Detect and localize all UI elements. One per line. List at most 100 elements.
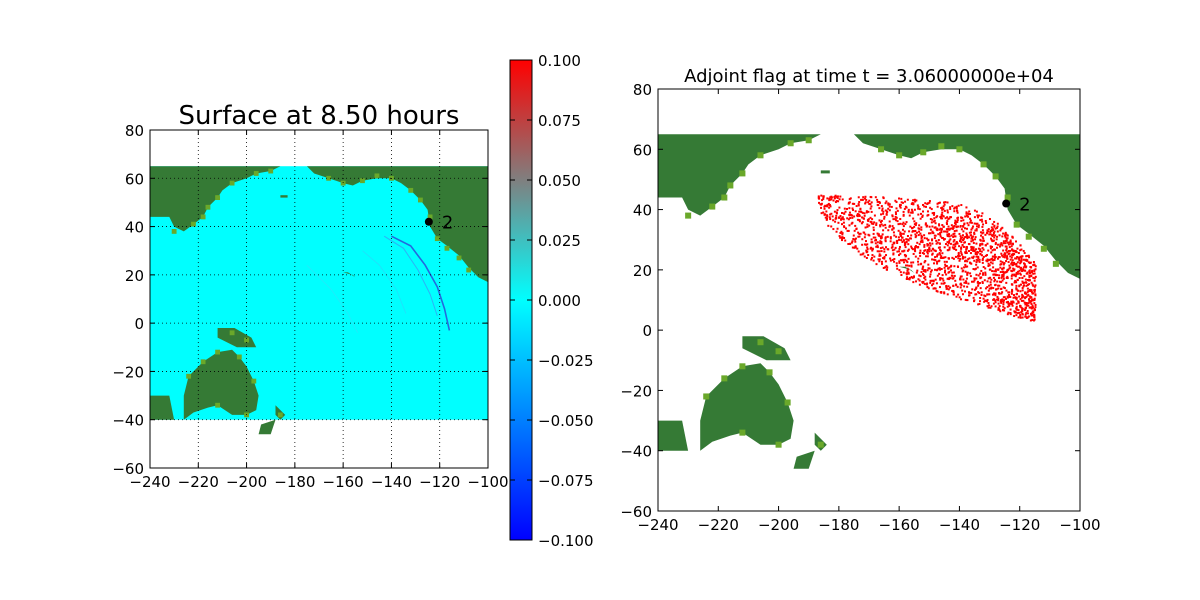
flag-cell <box>978 292 981 295</box>
flag-cell <box>963 285 966 288</box>
flag-cell <box>912 199 915 202</box>
flag-cell <box>986 232 989 235</box>
flag-cell <box>1008 241 1011 244</box>
flag-cell <box>969 272 972 275</box>
flag-cell <box>972 241 975 244</box>
flag-cell <box>973 299 976 302</box>
flag-cell <box>927 267 930 270</box>
flag-cell <box>947 277 950 280</box>
flag-cell <box>1026 279 1029 282</box>
flag-cell <box>897 223 900 226</box>
land-region <box>742 336 791 361</box>
flag-cell <box>836 227 839 230</box>
flag-cell <box>879 242 882 245</box>
flag-cell <box>947 217 950 220</box>
flag-cell <box>973 231 976 234</box>
flag-cell <box>843 236 846 239</box>
flag-cell <box>934 249 937 252</box>
flag-cell <box>925 237 928 240</box>
flag-cell <box>928 247 931 250</box>
flag-cell <box>974 229 977 232</box>
flag-cell <box>891 243 894 246</box>
flag-cell <box>861 216 864 219</box>
flag-cell <box>947 225 950 228</box>
flag-cell <box>973 222 976 225</box>
flag-cell <box>867 219 870 222</box>
flag-cell <box>1029 295 1032 298</box>
gauge-marker: 2 <box>424 213 453 234</box>
flag-cell <box>889 236 892 239</box>
flag-cell <box>963 241 966 244</box>
flag-cell <box>1000 276 1003 279</box>
flag-cell <box>928 250 931 253</box>
flag-cell <box>882 210 885 213</box>
coastline-cell <box>1013 221 1020 228</box>
flag-cell <box>983 294 986 297</box>
flag-cell <box>978 260 981 263</box>
flag-cell <box>839 214 842 217</box>
flag-cell <box>1009 296 1012 299</box>
flag-cell <box>871 248 874 251</box>
flag-cell <box>846 217 849 220</box>
flag-cell <box>858 219 861 222</box>
flag-cell <box>927 263 930 266</box>
flag-cell <box>938 242 941 245</box>
flag-cell <box>928 242 931 245</box>
flag-cell <box>952 284 955 287</box>
flag-cell <box>946 216 949 219</box>
y-tick-label: 0 <box>642 322 652 340</box>
flag-cell <box>919 240 922 243</box>
flag-cell <box>883 266 886 269</box>
flag-cell <box>1018 265 1021 268</box>
flag-cell <box>992 298 995 301</box>
flag-cell <box>1001 309 1004 312</box>
flag-cell <box>942 237 945 240</box>
flag-cell <box>997 307 1000 310</box>
flag-cell <box>987 301 990 304</box>
flag-cell <box>868 234 871 237</box>
flag-cell <box>843 212 846 215</box>
flag-cell <box>876 241 879 244</box>
flag-cell <box>967 224 970 227</box>
flag-cell <box>826 214 829 217</box>
flag-cell <box>887 207 890 210</box>
flag-cell <box>891 225 894 228</box>
flag-cell <box>966 212 969 215</box>
coastline-cell <box>466 267 472 273</box>
flag-cell <box>828 199 831 202</box>
flag-cell <box>856 214 859 217</box>
flag-cell <box>1001 275 1004 278</box>
flag-cell <box>960 253 963 256</box>
flag-cell <box>1034 265 1037 268</box>
flag-cell <box>1003 296 1006 299</box>
y-tick-label: 80 <box>125 122 144 140</box>
colorbar-tick-label: 0.100 <box>538 52 581 70</box>
flag-cell <box>919 249 922 252</box>
flag-cell <box>1028 274 1031 277</box>
flag-cell <box>957 251 960 254</box>
flag-cell <box>933 287 936 290</box>
flag-cell <box>923 234 926 237</box>
flag-cell <box>931 258 934 261</box>
coastline-cell <box>721 194 728 201</box>
flag-cell <box>931 242 934 245</box>
flag-cell <box>987 277 990 280</box>
flag-cell <box>975 286 978 289</box>
flag-cell <box>1021 268 1024 271</box>
flag-cell <box>1012 294 1015 297</box>
flag-cell <box>939 268 942 271</box>
flag-cell <box>891 258 894 261</box>
flag-cell <box>895 216 898 219</box>
flag-cell <box>894 215 897 218</box>
flag-cell <box>1015 305 1018 308</box>
flag-cell <box>892 241 895 244</box>
flag-cell <box>962 230 965 233</box>
flag-cell <box>834 194 837 197</box>
flag-cell <box>966 273 969 276</box>
flag-cell <box>952 293 955 296</box>
flag-cell <box>1010 300 1013 303</box>
flag-cell <box>870 205 873 208</box>
flag-cell <box>1009 302 1012 305</box>
y-tick-label: 20 <box>125 267 144 285</box>
flag-cell <box>880 237 883 240</box>
